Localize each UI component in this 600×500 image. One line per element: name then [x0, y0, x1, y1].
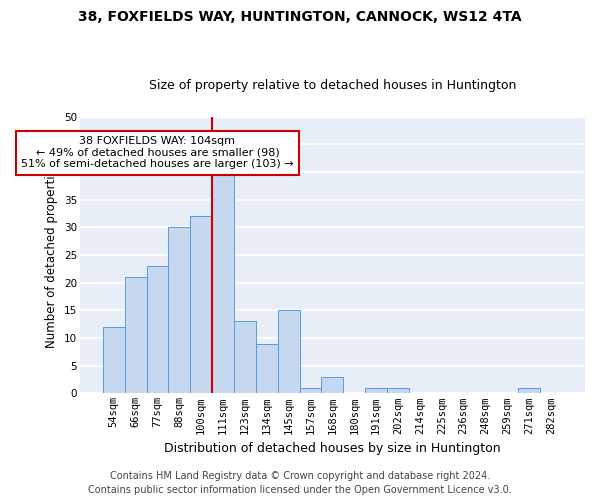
Bar [103, 327, 125, 394]
Bar [169, 228, 190, 394]
Bar [387, 388, 409, 394]
Bar [518, 388, 540, 394]
Text: Contains HM Land Registry data © Crown copyright and database right 2024.
Contai: Contains HM Land Registry data © Crown c… [88, 471, 512, 495]
Bar [365, 388, 387, 394]
Bar [278, 310, 299, 394]
Bar [125, 277, 146, 394]
Bar [256, 344, 278, 394]
Bar [299, 388, 322, 394]
Bar [212, 166, 234, 394]
Bar [322, 377, 343, 394]
Y-axis label: Number of detached properties: Number of detached properties [45, 162, 58, 348]
Text: 38 FOXFIELDS WAY: 104sqm
← 49% of detached houses are smaller (98)
51% of semi-d: 38 FOXFIELDS WAY: 104sqm ← 49% of detach… [21, 136, 294, 170]
Text: 38, FOXFIELDS WAY, HUNTINGTON, CANNOCK, WS12 4TA: 38, FOXFIELDS WAY, HUNTINGTON, CANNOCK, … [78, 10, 522, 24]
Bar [146, 266, 169, 394]
X-axis label: Distribution of detached houses by size in Huntington: Distribution of detached houses by size … [164, 442, 501, 455]
Bar [234, 322, 256, 394]
Bar [190, 216, 212, 394]
Title: Size of property relative to detached houses in Huntington: Size of property relative to detached ho… [149, 79, 516, 92]
